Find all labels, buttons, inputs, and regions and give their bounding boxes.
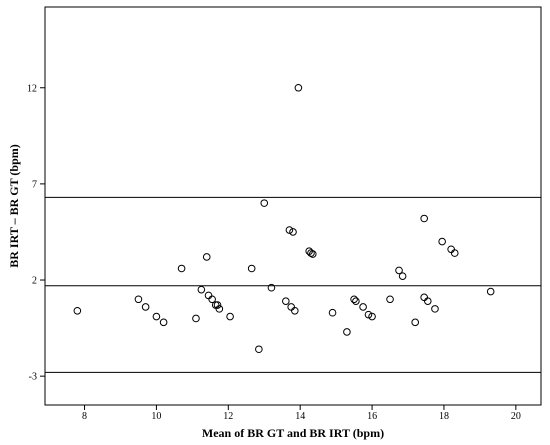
x-axis-title: Mean of BR GT and BR IRT (bpm)	[202, 426, 384, 440]
data-point	[192, 314, 200, 323]
x-tick-label: 16	[367, 411, 377, 422]
data-point	[282, 297, 290, 305]
data-point	[290, 306, 299, 315]
data-point	[343, 328, 351, 336]
data-point	[260, 199, 269, 207]
x-tick-label: 12	[223, 411, 233, 422]
data-point	[395, 266, 403, 275]
x-tick-label: 8	[82, 411, 87, 422]
data-point	[159, 318, 168, 327]
y-axis: -3 2 7 12	[27, 83, 45, 383]
data-point	[177, 264, 186, 273]
data-point	[350, 295, 358, 304]
data-point	[364, 310, 373, 319]
data-point	[285, 226, 294, 234]
data-points	[73, 83, 495, 354]
data-point	[423, 297, 432, 305]
plot-frame	[44, 6, 542, 406]
x-tick-label: 20	[511, 411, 521, 422]
data-point	[134, 295, 143, 304]
data-point	[289, 228, 297, 236]
data-point	[247, 264, 256, 273]
x-tick-label: 10	[151, 411, 161, 422]
y-axis-title: BR IRT – BR GT (bpm)	[7, 144, 21, 268]
x-axis: 8 10 12 14 16 18 20	[82, 405, 521, 422]
x-tick-label: 14	[295, 411, 305, 422]
data-point	[431, 305, 439, 313]
data-point	[368, 312, 376, 321]
data-point	[411, 318, 420, 327]
y-tick-label: 2	[32, 276, 37, 287]
y-tick-label: 7	[32, 179, 37, 190]
data-point	[450, 249, 459, 257]
data-point	[267, 283, 276, 292]
data-point	[438, 237, 446, 246]
data-point	[420, 214, 428, 223]
data-point	[486, 287, 495, 296]
reference-lines	[45, 196, 541, 373]
data-point	[215, 305, 224, 313]
data-point	[328, 308, 337, 317]
x-tick-label: 18	[439, 411, 449, 422]
data-point	[359, 303, 367, 311]
data-point	[352, 297, 360, 305]
data-point	[386, 295, 394, 304]
data-point	[202, 253, 211, 261]
data-point	[294, 83, 303, 92]
data-point	[152, 312, 161, 321]
data-point	[73, 306, 82, 315]
data-point	[226, 312, 234, 321]
data-point	[398, 272, 407, 280]
data-point	[213, 301, 222, 309]
data-point	[208, 295, 216, 304]
data-point	[141, 303, 150, 311]
data-point	[197, 285, 206, 294]
y-tick-label: -3	[29, 372, 37, 383]
data-point	[307, 249, 315, 257]
y-tick-label: 12	[27, 83, 37, 94]
data-point	[308, 250, 317, 258]
data-point	[255, 345, 263, 354]
